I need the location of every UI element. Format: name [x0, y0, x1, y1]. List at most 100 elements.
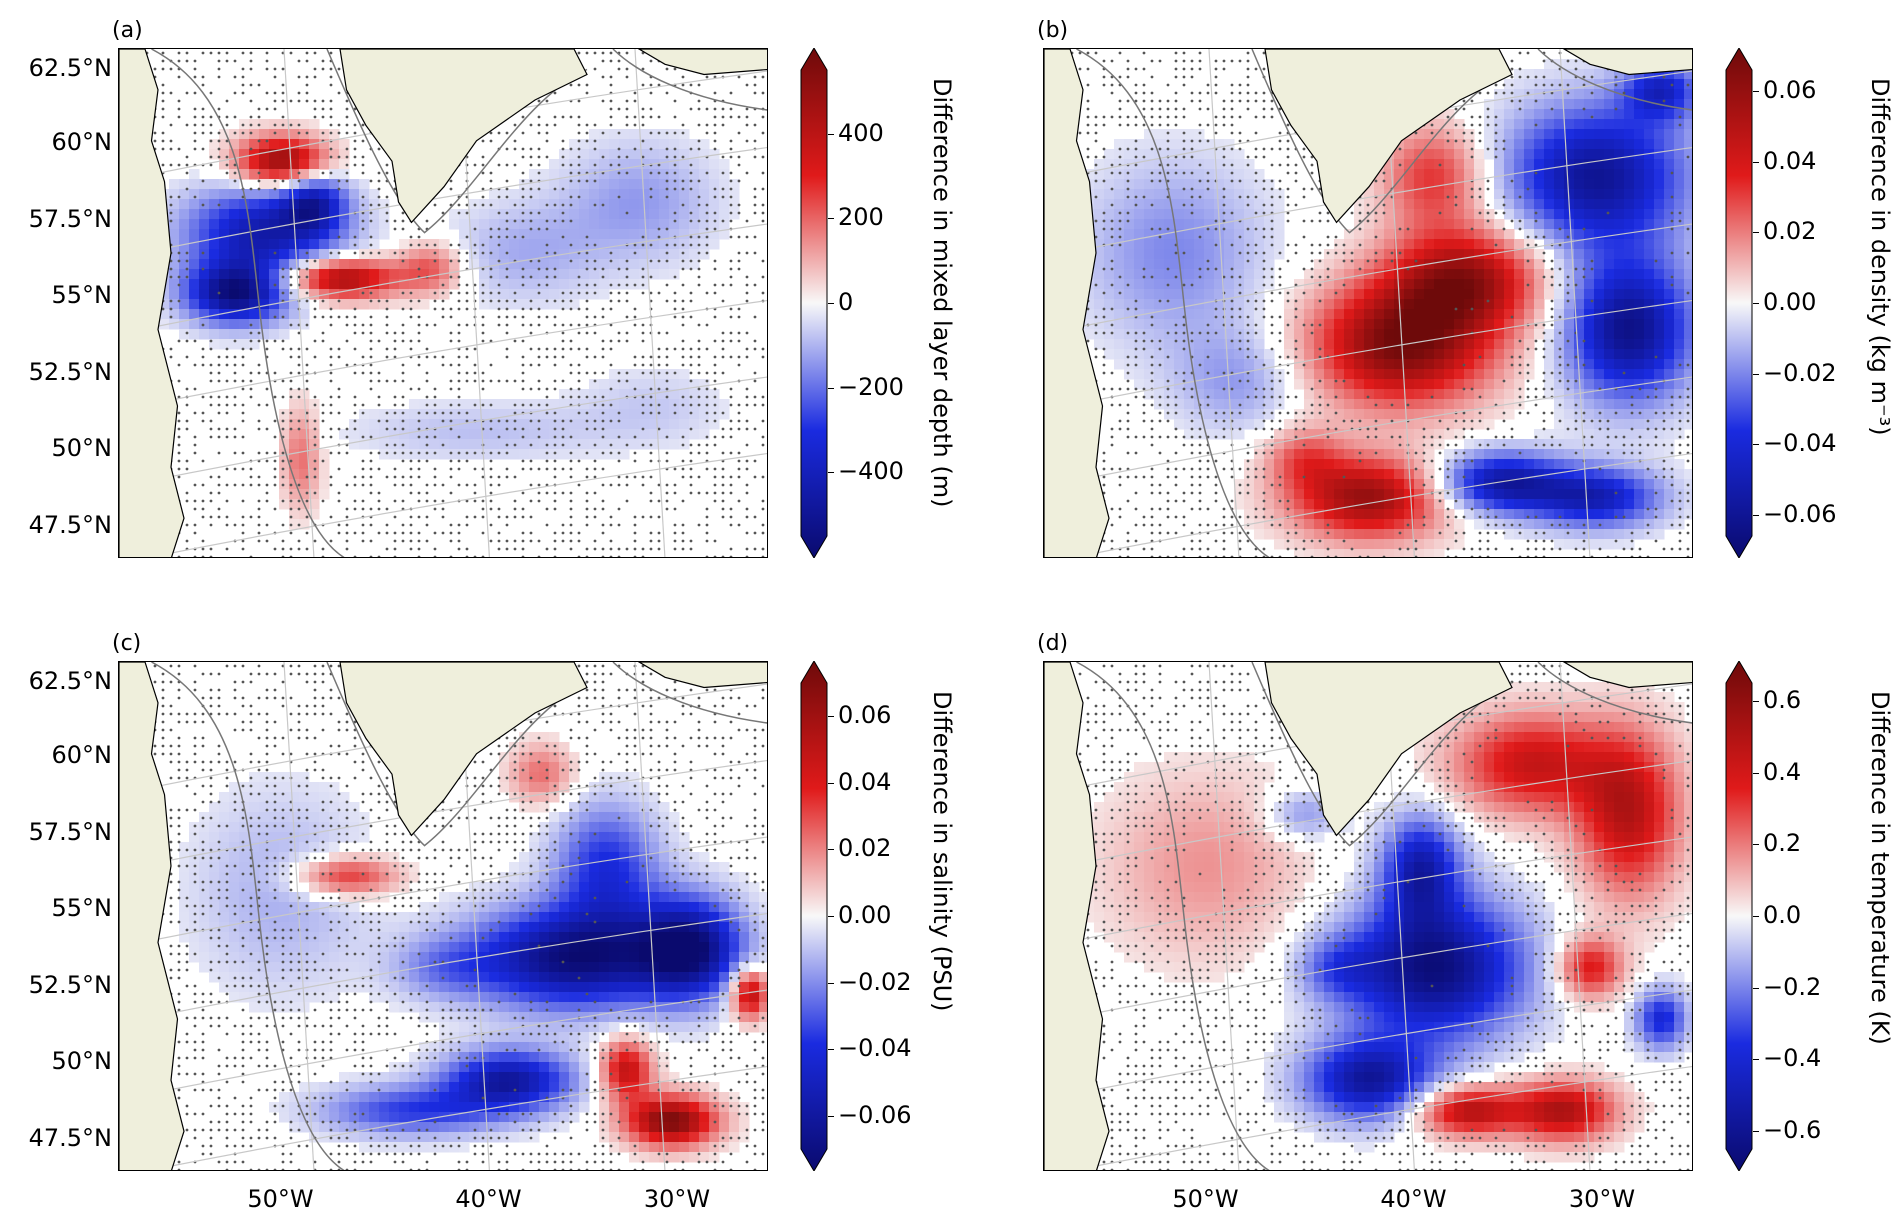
colorbar-a-tick: 200 — [838, 203, 884, 232]
lon-tick-label: 30°W — [1568, 1185, 1636, 1213]
map-d-labrador-land — [1044, 662, 1110, 1170]
lat-tick-label: 57.5°N — [28, 204, 112, 233]
colorbar-tick-mark — [828, 849, 834, 851]
map-c-isobath — [151, 662, 767, 1170]
lat-tick-label: 47.5°N — [28, 1123, 112, 1152]
colorbar-tick-mark — [1753, 514, 1759, 516]
panel-a-label: (a) — [112, 18, 143, 43]
map-c-canvas — [119, 662, 767, 1170]
lat-tick-label: 60°N — [51, 128, 113, 157]
colorbar-tick-mark — [828, 218, 834, 220]
colorbar-a-tick: −400 — [838, 457, 904, 486]
map-d-iceland-land — [1562, 662, 1692, 689]
colorbar-c-title: Difference in salinity (PSU) — [928, 691, 956, 1012]
colorbar-b-tick: 0.02 — [1763, 217, 1817, 246]
lat-tick-label: 60°N — [51, 741, 113, 770]
colorbar-tick-mark — [828, 716, 834, 718]
colorbar-tick-mark — [828, 982, 834, 984]
map-d-isobath — [1076, 662, 1692, 1170]
colorbar-b-tick: −0.06 — [1763, 499, 1837, 528]
colorbar-d-tick: 0.2 — [1763, 829, 1802, 858]
colorbar-c-tick: −0.06 — [838, 1100, 912, 1129]
map-a-isobath — [151, 49, 767, 557]
colorbar-tick-mark — [1753, 303, 1759, 304]
map-c-stippling — [121, 664, 765, 1170]
colorbar-c-tick: 0.06 — [838, 701, 892, 730]
map-a-canvas — [119, 49, 767, 557]
map-a-graticule — [119, 49, 767, 557]
lat-tick-label: 57.5°N — [28, 817, 112, 846]
colorbar-tick-mark — [1753, 844, 1759, 846]
lat-tick-label: 52.5°N — [28, 970, 112, 999]
lon-tick-label: 30°W — [643, 1185, 711, 1213]
colorbar-tick-mark — [828, 303, 834, 304]
colorbar-tick-mark — [828, 387, 834, 389]
map-c-labrador-land — [119, 662, 185, 1170]
colorbar-tick-mark — [1753, 373, 1759, 375]
colorbar-a-tick: −200 — [838, 372, 904, 401]
map-d-canvas — [1044, 662, 1692, 1170]
colorbar-b-tick: 0.00 — [1763, 288, 1817, 316]
lat-tick-label: 50°N — [51, 434, 113, 463]
lat-tick-label: 62.5°N — [28, 667, 112, 696]
colorbar-tick-mark — [1753, 916, 1759, 917]
colorbar-d-tick: −0.2 — [1763, 972, 1822, 1001]
map-b-canvas — [1044, 49, 1692, 557]
lat-tick-label: 55°N — [51, 894, 113, 923]
colorbar-tick-mark — [1753, 91, 1759, 93]
colorbar-c-tick: 0.04 — [838, 767, 892, 796]
colorbar-d-tick: 0.6 — [1763, 685, 1802, 714]
panel-d-label: (d) — [1037, 631, 1069, 656]
colorbar-tick-mark — [828, 472, 834, 474]
colorbar-a — [800, 48, 828, 558]
colorbar-d-tick: 0.4 — [1763, 757, 1802, 786]
colorbar-a-title: Difference in mixed layer depth (m) — [928, 78, 956, 508]
map-b-labrador-land — [1044, 49, 1110, 557]
colorbar-d-tick: −0.4 — [1763, 1044, 1822, 1073]
colorbar-tick-mark — [828, 1115, 834, 1117]
map-c-iceland-land — [637, 662, 767, 689]
colorbar-b-title: Difference in density (kg m⁻³) — [1866, 78, 1892, 436]
map-a-field — [129, 119, 740, 530]
colorbar-b-tick: −0.02 — [1763, 358, 1837, 387]
map-a-labrador-land — [119, 49, 185, 557]
colorbar-tick-mark — [1753, 1131, 1759, 1133]
colorbar-d-tick: 0.0 — [1763, 901, 1802, 929]
lat-tick-label: 62.5°N — [28, 54, 112, 83]
panel-b-label: (b) — [1037, 18, 1069, 43]
map-panel-d — [1043, 661, 1693, 1171]
colorbar-d-title: Difference in temperature (K) — [1866, 691, 1892, 1045]
colorbar-c — [800, 661, 828, 1171]
colorbar-b-tick: 0.04 — [1763, 146, 1817, 175]
map-panel-b — [1043, 48, 1693, 558]
colorbar-tick-mark — [1753, 161, 1759, 163]
colorbar-a-tick: 400 — [838, 118, 884, 147]
colorbar-b-tick: 0.06 — [1763, 76, 1817, 105]
map-panel-a — [118, 48, 768, 558]
colorbar-tick-mark — [828, 916, 834, 917]
colorbar-c-tick: 0.00 — [838, 901, 892, 929]
colorbar-c-tick: −0.04 — [838, 1034, 912, 1063]
map-a-greenland-land — [339, 49, 588, 224]
lon-tick-label: 50°W — [247, 1185, 314, 1213]
colorbar-tick-mark — [1753, 772, 1759, 774]
lat-tick-label: 47.5°N — [28, 510, 112, 539]
colorbar-b-tick: −0.04 — [1763, 429, 1837, 458]
colorbar-tick-mark — [828, 1049, 834, 1051]
colorbar-b — [1725, 48, 1753, 558]
colorbar-tick-mark — [1753, 444, 1759, 446]
colorbar-c-tick: −0.02 — [838, 967, 912, 996]
lat-tick-label: 55°N — [51, 281, 113, 310]
map-c-greenland-land — [339, 662, 588, 837]
panel-c-label: (c) — [112, 631, 142, 656]
colorbar-tick-mark — [1753, 232, 1759, 234]
map-b-graticule — [1044, 49, 1692, 557]
lat-tick-label: 52.5°N — [28, 357, 112, 386]
colorbar-c-tick: 0.02 — [838, 834, 892, 863]
colorbar-tick-mark — [1753, 987, 1759, 989]
colorbar-tick-mark — [828, 133, 834, 135]
map-a-iceland-land — [637, 49, 767, 76]
lon-tick-label: 40°W — [1380, 1185, 1447, 1213]
colorbar-d-tick: −0.6 — [1763, 1116, 1822, 1145]
